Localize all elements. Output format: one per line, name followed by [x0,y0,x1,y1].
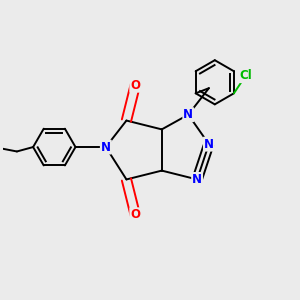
Text: N: N [192,173,202,186]
Text: N: N [204,138,214,151]
Text: N: N [183,108,193,121]
Text: O: O [130,208,140,221]
Text: Cl: Cl [239,69,252,82]
Text: N: N [101,141,111,154]
Text: O: O [130,79,140,92]
